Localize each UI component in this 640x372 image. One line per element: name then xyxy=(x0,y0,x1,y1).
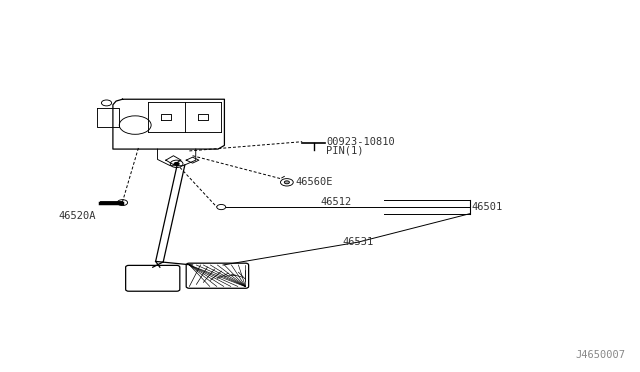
Text: 46512: 46512 xyxy=(320,196,351,206)
Text: 00923-10810: 00923-10810 xyxy=(326,137,395,147)
Circle shape xyxy=(174,162,179,165)
FancyBboxPatch shape xyxy=(125,265,180,291)
FancyBboxPatch shape xyxy=(186,263,248,288)
Text: J4650007: J4650007 xyxy=(576,350,626,359)
Circle shape xyxy=(284,181,289,184)
Text: 46531: 46531 xyxy=(342,237,374,247)
Text: PIN(1): PIN(1) xyxy=(326,145,364,155)
Text: 46501: 46501 xyxy=(472,202,503,212)
Text: 46560E: 46560E xyxy=(296,177,333,187)
Text: 46520A: 46520A xyxy=(59,211,96,221)
